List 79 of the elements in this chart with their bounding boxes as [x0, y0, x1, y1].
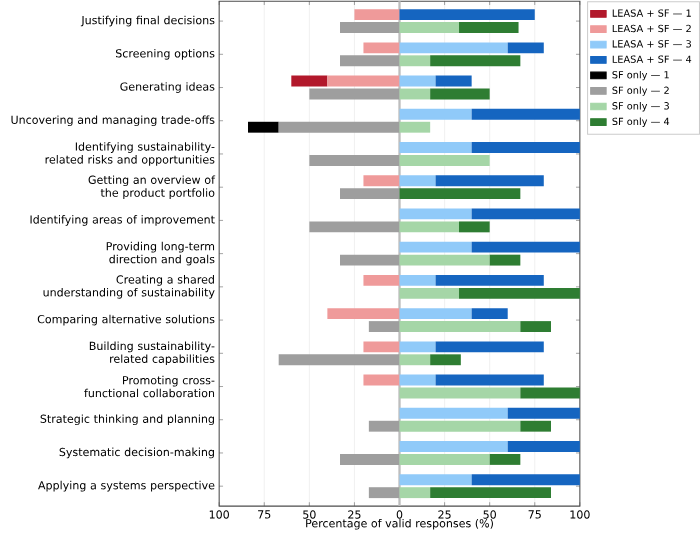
bar — [399, 9, 535, 21]
bar — [399, 374, 436, 386]
bar — [248, 122, 279, 134]
bar — [399, 341, 436, 353]
bar — [399, 22, 460, 34]
bar — [489, 454, 521, 466]
bar — [399, 275, 436, 287]
bar — [459, 22, 519, 34]
bar — [399, 75, 436, 87]
bar — [368, 487, 400, 499]
bar — [363, 175, 400, 187]
bar — [399, 487, 431, 499]
bar — [489, 255, 521, 266]
bar — [368, 421, 400, 432]
bar — [435, 341, 544, 353]
bar — [363, 341, 400, 353]
bar — [399, 474, 472, 486]
bar — [471, 308, 508, 320]
bar — [309, 221, 400, 233]
bar — [507, 42, 544, 54]
bar — [430, 55, 521, 67]
bar — [368, 321, 400, 333]
bar — [399, 242, 472, 253]
bar — [340, 255, 400, 266]
bar — [291, 75, 328, 87]
bar — [435, 374, 544, 386]
bar — [340, 454, 400, 466]
bar — [520, 421, 551, 432]
bar — [399, 421, 521, 432]
bar — [278, 122, 400, 134]
bar — [399, 109, 472, 121]
bar — [309, 155, 400, 167]
bar — [399, 321, 521, 333]
bar — [471, 474, 580, 486]
bar — [459, 221, 490, 233]
bar — [340, 22, 400, 34]
bar — [435, 75, 472, 87]
bar — [459, 288, 580, 300]
bar — [399, 354, 431, 366]
bar — [430, 487, 551, 499]
bar — [399, 408, 508, 420]
bar — [399, 122, 431, 134]
bar — [435, 275, 544, 287]
bar — [309, 88, 400, 100]
bar — [520, 387, 580, 399]
bar — [430, 354, 461, 366]
bar — [399, 208, 472, 220]
bar — [399, 441, 508, 453]
bar — [520, 321, 551, 333]
bar — [399, 454, 490, 466]
bar — [471, 142, 580, 154]
bar — [363, 374, 400, 386]
bar — [399, 308, 472, 320]
bar — [399, 88, 431, 100]
bar — [327, 75, 400, 87]
bar — [430, 88, 490, 100]
bar — [340, 188, 400, 200]
bar — [399, 155, 490, 167]
bar — [399, 288, 460, 300]
bar — [507, 441, 580, 453]
bar — [399, 188, 521, 200]
bar — [340, 55, 400, 67]
bar — [507, 408, 580, 420]
bar — [471, 208, 580, 220]
bar — [471, 242, 580, 253]
bar — [399, 42, 508, 54]
bar — [399, 255, 490, 266]
bar — [399, 221, 460, 233]
bar — [399, 142, 472, 154]
bar — [435, 175, 544, 187]
bar — [363, 275, 400, 287]
bar — [354, 9, 400, 21]
bar — [399, 175, 436, 187]
bar — [471, 109, 580, 121]
bar — [399, 387, 521, 399]
bar — [363, 42, 400, 54]
bar — [399, 55, 431, 67]
bar — [278, 354, 400, 366]
bar — [327, 308, 400, 320]
